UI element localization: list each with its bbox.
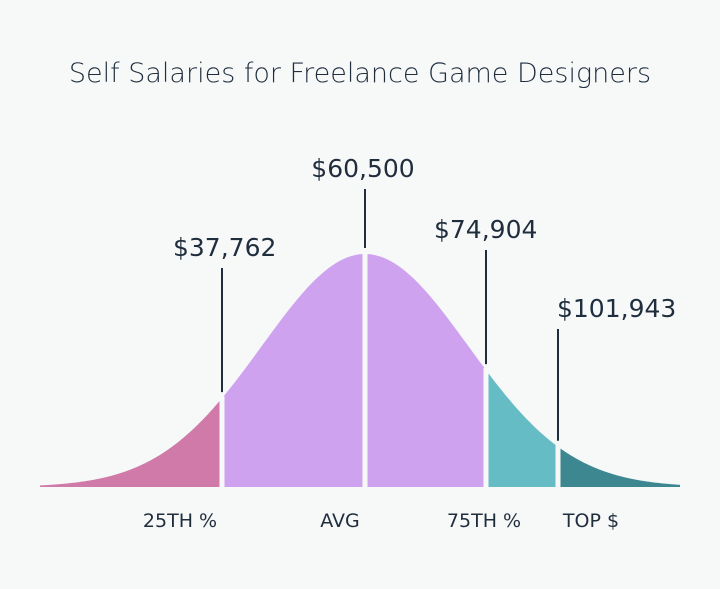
- distribution-areas: [40, 254, 680, 487]
- category-label-top: TOP $: [562, 510, 619, 532]
- area-segment-above-top: [558, 446, 680, 487]
- category-labels: 25TH % AVG 75TH % TOP $: [143, 510, 619, 532]
- category-label-75th: 75TH %: [447, 510, 521, 532]
- area-segment-below-25th: [40, 398, 222, 487]
- value-label-75th: $74,904: [434, 215, 537, 244]
- area-segment-75th-to-top: [486, 370, 558, 487]
- area-segment-avg-to-75th: [365, 254, 486, 487]
- category-label-avg: AVG: [320, 510, 360, 532]
- chart-title: Self Salaries for Freelance Game Designe…: [68, 58, 652, 89]
- value-label-avg: $60,500: [311, 154, 414, 183]
- area-segment-25th-to-avg: [222, 254, 365, 487]
- value-label-25th: $37,762: [173, 233, 276, 262]
- value-leader-lines: [221, 189, 559, 441]
- category-label-25th: 25TH %: [143, 510, 217, 532]
- value-label-top: $101,943: [557, 294, 676, 323]
- segment-separators: [219, 252, 561, 488]
- value-labels: $37,762 $60,500 $74,904 $101,943: [173, 154, 676, 323]
